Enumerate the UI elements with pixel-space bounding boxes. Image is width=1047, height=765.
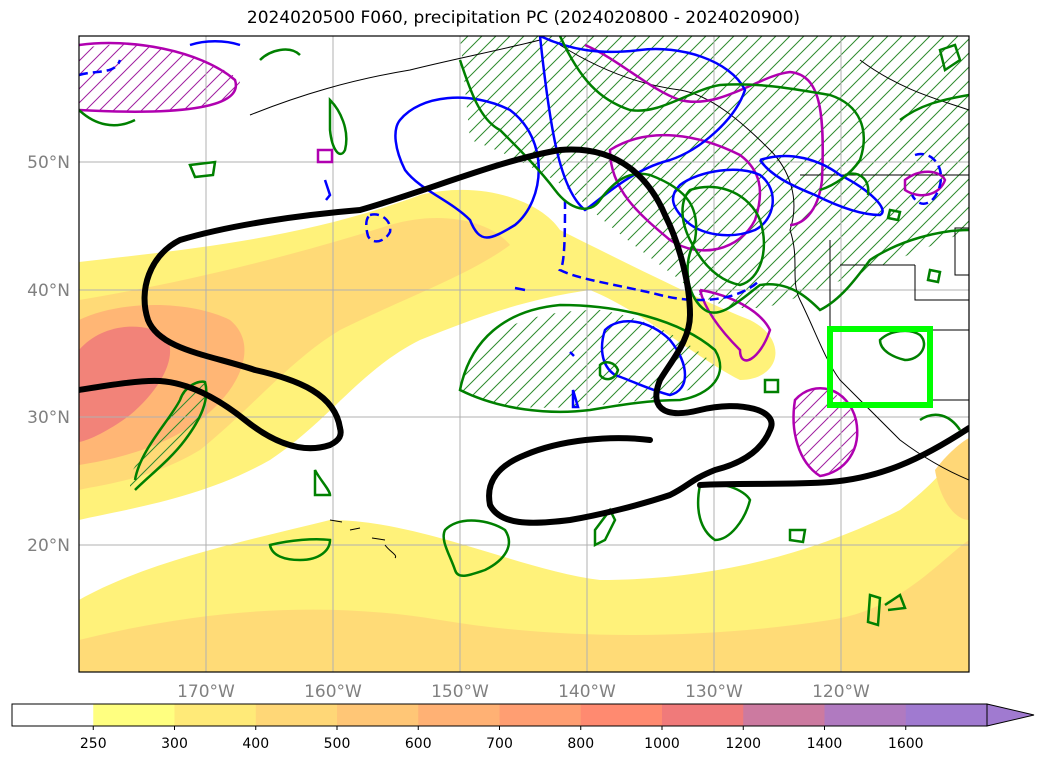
- black-contours: [79, 146, 969, 526]
- lon-label-140w: 140°W: [558, 682, 616, 702]
- hatch-magenta-sw-coast: [793, 389, 856, 475]
- colorbar: 250 300 400 500 600 700 800 1000 1200 1400 1600: [11, 703, 1035, 752]
- colorbar-cell: [662, 704, 744, 726]
- blue-contours: [79, 36, 943, 409]
- lat-label-20n: 20°N: [27, 536, 70, 556]
- colorbar-cell: [905, 704, 988, 726]
- lon-label-130w: 130°W: [685, 682, 743, 702]
- colorbar-cell: [337, 704, 419, 726]
- colorbar-cell: [255, 704, 338, 726]
- colorbar-cell: [743, 704, 825, 726]
- colorbar-tick-label: 1000: [644, 736, 680, 752]
- lon-label-170w: 170°W: [177, 682, 235, 702]
- lon-label-120w: 120°W: [812, 682, 870, 702]
- colorbar-cell: [12, 704, 94, 726]
- colorbar-tick-label: 500: [324, 736, 351, 752]
- colorbar-tick-label: 1400: [807, 736, 843, 752]
- lon-label-150w: 150°W: [431, 682, 489, 702]
- lat-label-30n: 30°N: [27, 408, 70, 428]
- colorbar-tick-label: 800: [567, 736, 594, 752]
- colorbar-cell: [93, 704, 175, 726]
- lon-label-160w: 160°W: [304, 682, 362, 702]
- hatch-central: [460, 310, 720, 408]
- colorbar-tick-label: 1600: [888, 736, 924, 752]
- map-title: 2024020500 F060, precipitation PC (20240…: [246, 8, 801, 28]
- colorbar-tick-label: 250: [80, 736, 107, 752]
- colorbar-tick-label: 700: [486, 736, 513, 752]
- colorbar-cell: [499, 704, 582, 726]
- colorbar-tick-label: 400: [242, 736, 269, 752]
- colorbar-cell: [174, 704, 257, 726]
- green-contours: [79, 36, 969, 627]
- precipitation-shading: [79, 189, 969, 672]
- colorbar-tick-label: 600: [405, 736, 432, 752]
- hatch-west: [130, 382, 207, 490]
- latitude-labels: 50°N 40°N 30°N 20°N: [27, 153, 70, 556]
- precip-band-south-inner: [79, 540, 969, 672]
- verification-box: [827, 326, 933, 408]
- colorbar-cell: [580, 704, 663, 726]
- colorbar-tick-label: 300: [161, 736, 188, 752]
- lat-label-50n: 50°N: [27, 153, 70, 173]
- map-frame: [78, 35, 970, 673]
- colorbar-tick-label: 1200: [725, 736, 761, 752]
- colorbar-extend-triangle: [986, 703, 1035, 727]
- lat-label-40n: 40°N: [27, 281, 70, 301]
- longitude-labels: 170°W 160°W 150°W 140°W 130°W 120°W: [177, 682, 870, 702]
- precip-band-coast: [935, 438, 969, 520]
- colorbar-cell: [824, 704, 907, 726]
- colorbar-cell: [418, 704, 500, 726]
